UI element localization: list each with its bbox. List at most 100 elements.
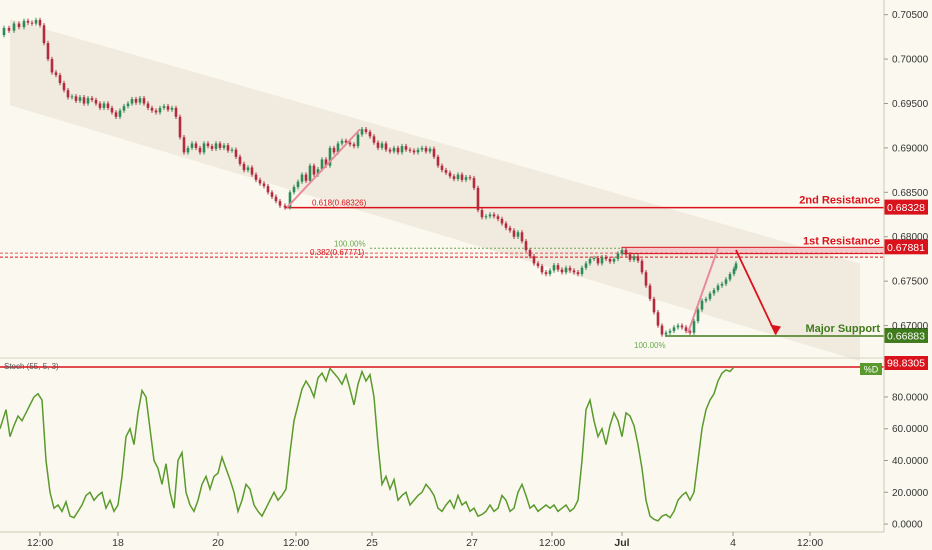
candle-up xyxy=(130,99,134,104)
candle-down xyxy=(283,205,287,208)
candle-down xyxy=(110,107,114,113)
candle-down xyxy=(680,325,684,328)
candle-down xyxy=(436,156,440,166)
x-tick-label: 4 xyxy=(730,537,736,549)
candle-down xyxy=(504,223,508,228)
candle-down xyxy=(332,147,336,153)
candle-down xyxy=(166,106,170,110)
candle-up xyxy=(456,174,460,179)
indicator-label: Stoch (55, 5, 3) xyxy=(4,362,59,371)
candle-down xyxy=(364,129,368,132)
candle-up xyxy=(122,106,126,111)
candle-down xyxy=(238,156,242,164)
candle-down xyxy=(540,266,544,273)
candle-up xyxy=(102,103,106,108)
candle-down xyxy=(98,103,102,108)
y-tick-label: 0.68500 xyxy=(892,188,929,199)
candle-up xyxy=(380,143,384,148)
candle-up xyxy=(70,96,74,98)
y-tick-label: 0.69000 xyxy=(892,143,929,154)
x-tick-label: 18 xyxy=(112,537,124,549)
x-tick-label: Jul xyxy=(614,537,629,549)
candle-down xyxy=(42,25,46,44)
candle-up xyxy=(126,103,130,107)
candle-up xyxy=(320,159,324,170)
candle-down xyxy=(66,90,70,98)
legend-label: %D xyxy=(864,365,879,375)
candle-up xyxy=(118,110,122,117)
candle-up xyxy=(708,293,712,299)
candle-down xyxy=(82,97,86,104)
candle-up xyxy=(620,250,624,254)
descending-channel xyxy=(10,19,860,362)
candle-up xyxy=(484,216,488,218)
candle-up xyxy=(428,148,432,152)
candle-down xyxy=(656,312,660,326)
candle-up xyxy=(420,147,424,150)
stoch-value-box xyxy=(884,356,928,370)
candle-down xyxy=(324,159,328,166)
stoch-y-tick-label: 80.0000 xyxy=(892,392,929,403)
swing-arrow-up-2 xyxy=(687,247,719,334)
candle-up xyxy=(34,19,38,24)
candle-down xyxy=(544,272,548,275)
level-label: Major Support xyxy=(805,323,880,335)
candle-up xyxy=(548,270,552,275)
y-tick-label: 0.70500 xyxy=(892,10,929,21)
candle-up xyxy=(416,149,420,153)
candle-up xyxy=(488,214,492,217)
candle-down xyxy=(604,257,608,259)
candle-down xyxy=(644,272,648,286)
candle-down xyxy=(198,147,202,153)
x-tick-label: 12:00 xyxy=(283,537,309,549)
swing-arrow-up-1 xyxy=(286,128,361,209)
price-panel: 0.618(0.68326)100.00%0.382(0.67771)100.0… xyxy=(0,17,885,362)
candle-down xyxy=(372,136,376,143)
candle-up xyxy=(296,181,300,187)
candle-up xyxy=(716,285,720,291)
candle-down xyxy=(636,256,640,261)
fib-label: 100.00% xyxy=(634,341,666,350)
candle-down xyxy=(134,99,138,103)
candle-down xyxy=(384,143,388,150)
candle-up xyxy=(580,267,584,275)
candle-up xyxy=(584,263,588,268)
candle-down xyxy=(174,107,178,117)
candle-down xyxy=(38,19,42,26)
candle-down xyxy=(660,325,664,335)
candle-down xyxy=(460,174,464,180)
candle-down xyxy=(412,150,416,153)
projection-arrow-line xyxy=(735,249,777,335)
candle-up xyxy=(214,143,218,149)
candle-down xyxy=(572,270,576,273)
candle-down xyxy=(146,103,150,108)
candle-down xyxy=(254,174,258,180)
candle-down xyxy=(312,165,316,175)
candle-down xyxy=(182,137,186,153)
candle-up xyxy=(288,192,292,208)
candle-up xyxy=(700,300,704,310)
candle-down xyxy=(58,75,62,84)
level-label: 2nd Resistance xyxy=(799,195,880,207)
candle-up xyxy=(356,134,360,147)
candle-down xyxy=(150,107,154,111)
candle-down xyxy=(568,267,572,271)
candle-up xyxy=(464,177,468,180)
candle-up xyxy=(728,274,732,280)
candle-down xyxy=(278,201,282,206)
candle-down xyxy=(304,174,308,181)
candle-up xyxy=(720,283,724,286)
y-tick-label: 0.69500 xyxy=(892,99,929,110)
candle-down xyxy=(206,143,210,147)
candle-down xyxy=(444,170,448,173)
candle-up xyxy=(724,279,728,284)
level-label: 1st Resistance xyxy=(803,235,880,247)
candle-down xyxy=(652,298,656,313)
stoch-y-tick-label: 20.0000 xyxy=(892,488,929,499)
projection-arrowhead xyxy=(770,324,781,335)
stoch-value-text: 98.8305 xyxy=(887,358,925,370)
candle-down xyxy=(270,192,274,197)
fib-label: 0.382(0.67771) xyxy=(310,248,365,257)
candle-down xyxy=(266,186,270,193)
